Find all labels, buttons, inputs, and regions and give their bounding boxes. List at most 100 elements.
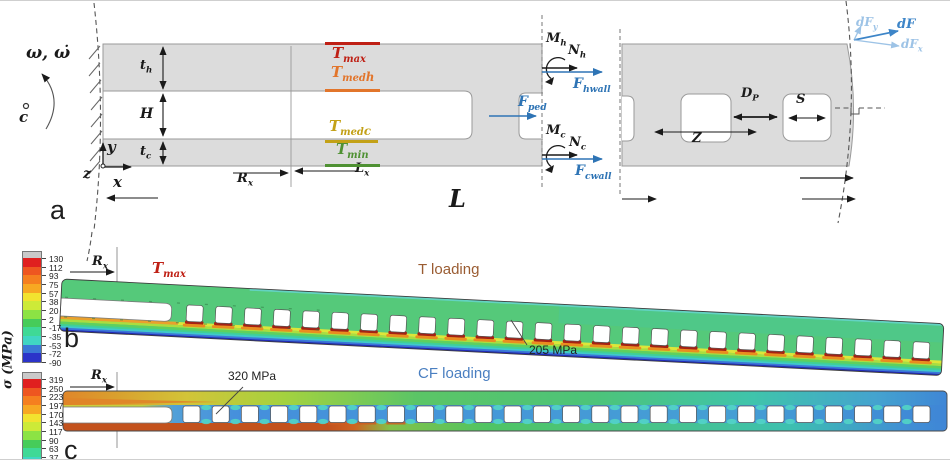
moment-h-arc — [545, 57, 566, 80]
colorbar-tick-label: 117 — [49, 427, 63, 438]
dp-dim-label: DP — [741, 86, 759, 104]
colorbar-tick-label: 112 — [49, 262, 63, 273]
colorbar-tick — [42, 405, 46, 406]
y-axis-label: y — [107, 138, 116, 156]
colorbar-band — [23, 327, 41, 337]
edge-marks-b — [64, 296, 320, 331]
mh-label: Mh — [546, 31, 567, 49]
nh-label: Nh — [568, 43, 587, 61]
colorbar-tick-label: 170 — [49, 409, 64, 420]
colorbar-band — [23, 448, 41, 458]
colorbar-band — [23, 373, 41, 379]
colorbar-band — [23, 310, 41, 319]
colorbar-band — [23, 258, 41, 267]
fcwall-label: Fcwall — [575, 163, 612, 182]
colorbar-band — [23, 292, 41, 302]
symmetry-step — [850, 108, 860, 115]
rx-dim-label: Rx — [237, 171, 253, 189]
colorbar-band — [23, 252, 41, 258]
tc-dim-label: tc — [140, 144, 152, 162]
colorbar-band — [23, 301, 41, 310]
slot-c — [63, 406, 173, 424]
colorbar-tick — [42, 266, 46, 268]
hub-arc — [93, 2, 102, 231]
hole-partial — [622, 95, 635, 142]
colorbar-tick-label: 223 — [49, 392, 64, 403]
dfy-label: dFy — [856, 15, 878, 32]
wall-hatching — [88, 45, 103, 175]
colorbar-tick-label: 250 — [49, 383, 64, 394]
tmax-label: Tmax — [332, 44, 366, 65]
colorbar-tick-label: 197 — [49, 401, 64, 411]
colorbar-tick — [42, 310, 46, 312]
beam-slot — [102, 90, 473, 140]
colorbar-tick — [42, 379, 46, 380]
x-axis-label: x — [113, 173, 122, 191]
panel-a-schematic — [22, 1, 900, 231]
holes-b — [185, 304, 931, 360]
colorbar-tick — [42, 413, 46, 415]
colorbar-band — [23, 379, 41, 388]
z-axis-label: z — [83, 166, 91, 182]
panel-c-title: CF loading — [418, 365, 491, 382]
colorbar-tick-label: 57 — [49, 288, 59, 299]
colorbar-band — [23, 353, 41, 363]
colorbar-tick — [42, 344, 46, 346]
fhwall-label: Fhwall — [573, 76, 611, 95]
tmin-label: Tmin — [336, 140, 369, 161]
rx-label-b: Rx — [92, 254, 108, 272]
panel-b-contour — [59, 231, 945, 376]
colorbar-tick — [42, 284, 46, 285]
tmedh-label: Tmedh — [331, 63, 375, 84]
colorbar-tick-label: -35 — [49, 332, 62, 343]
l-dim-label: L — [449, 184, 466, 213]
colorbar-band — [23, 431, 41, 440]
colorbar-tick — [42, 258, 46, 259]
colorbar-tick — [42, 439, 46, 441]
lx-dim-label: Lx — [355, 161, 370, 179]
colorbar-band — [23, 457, 41, 459]
h-dim-label: H — [140, 106, 154, 122]
colorbar-band — [23, 405, 41, 414]
dfy-arrow — [853, 25, 862, 41]
beam-c-fill — [63, 391, 947, 431]
colorbar-band — [23, 284, 41, 293]
panel-a-tag: a — [50, 195, 66, 225]
tmedc-bar — [325, 140, 378, 143]
hole-s — [782, 93, 832, 142]
colorbar-band — [23, 344, 41, 354]
colorbar-tick-label: 130 — [49, 254, 64, 264]
annotation-leader-c — [215, 386, 244, 415]
slot-b — [59, 297, 172, 322]
colorbar-tick — [42, 431, 46, 433]
colorbar-tick — [42, 301, 46, 303]
panel-c-contour — [62, 372, 948, 448]
annotation-c: 320 MPa — [228, 369, 277, 383]
beam-c-outline — [62, 390, 948, 432]
colorbar-tick-label: 319 — [49, 375, 64, 385]
tmax-label-b: Tmax — [152, 259, 186, 280]
colorbar-tick-label: 2 — [49, 314, 54, 325]
tmax-bar — [325, 42, 380, 45]
colorbar-tick-label: 143 — [49, 418, 64, 429]
colorbar-tick-label: 37 — [49, 453, 59, 460]
beam-b-fill — [59, 279, 944, 376]
omega-label: ω, ω̇ — [26, 43, 71, 63]
colorbar-tick-label: 38 — [49, 297, 59, 308]
colorbar-band — [23, 396, 41, 405]
moment-c-arrowhead — [545, 165, 554, 173]
th-dim-label: th — [140, 58, 153, 76]
colorbar-tick — [42, 422, 46, 424]
annotation-leader-b — [510, 319, 528, 346]
colorbar-tick-label: 75 — [49, 280, 59, 290]
colorbar-band — [23, 413, 41, 423]
holes-c — [182, 405, 931, 423]
colorbar-band — [23, 318, 41, 328]
mc-label: Mc — [546, 123, 566, 141]
annotation-b: 205 MPa — [529, 343, 578, 357]
panel-c-tag: c — [64, 435, 78, 460]
dfx-label: dFx — [901, 37, 923, 54]
center-c-label: c — [19, 108, 29, 126]
colorbar-tick — [42, 457, 46, 459]
